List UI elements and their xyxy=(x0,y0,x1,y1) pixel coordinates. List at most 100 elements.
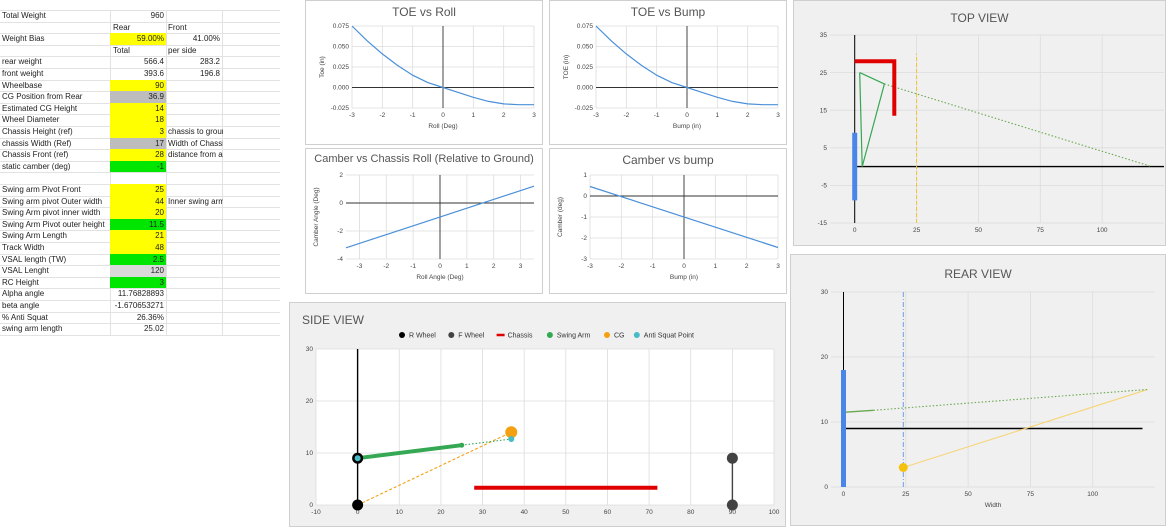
param-value[interactable]: -1 xyxy=(110,160,166,173)
param-label[interactable]: Alpha angle xyxy=(2,289,45,299)
param-value[interactable]: 59.00% xyxy=(110,33,166,45)
param-extra[interactable]: 41.00% xyxy=(192,34,220,44)
param-value[interactable]: 566.4 xyxy=(143,57,164,67)
sheet-row: chassis Width (Ref) 17 Width of Chassis xyxy=(0,137,300,150)
param-value[interactable]: 21 xyxy=(110,230,166,242)
chassis-outline xyxy=(854,59,897,116)
param-extra[interactable] xyxy=(167,323,223,335)
header-front[interactable]: Front xyxy=(168,22,187,32)
y-tick-label: 0 xyxy=(824,484,828,491)
param-label[interactable]: VSAL length (TW) xyxy=(2,254,67,264)
param-value[interactable]: 14 xyxy=(110,102,166,115)
param-extra[interactable] xyxy=(167,103,223,115)
header-rear[interactable]: Rear xyxy=(113,22,131,32)
param-value[interactable]: 2.5 xyxy=(110,253,166,266)
param-label[interactable]: Chassis Height (ref) xyxy=(2,127,73,136)
chart-rear-view[interactable]: REAR VIEW 0 25 50 75 100 0 10 20 30 Width xyxy=(790,254,1166,526)
param-extra[interactable] xyxy=(167,242,223,254)
param-extra[interactable]: 196.8 xyxy=(199,69,220,78)
param-extra[interactable] xyxy=(167,207,223,219)
param-label[interactable]: % Anti Squat xyxy=(2,312,48,322)
param-value[interactable]: 3 xyxy=(110,126,166,138)
param-extra[interactable]: Inner swing arm pivot width xyxy=(168,196,223,206)
param-extra[interactable]: Width of Chassis xyxy=(168,138,223,148)
param-label[interactable]: Estimated CG Height xyxy=(2,103,78,113)
param-label[interactable]: Swing arm pivot Outer width xyxy=(2,196,103,206)
grid-row-line xyxy=(0,44,280,46)
param-value[interactable]: 3 xyxy=(110,276,166,289)
param-value[interactable]: 393.6 xyxy=(143,69,164,78)
param-label[interactable]: chassis Width (Ref) xyxy=(2,138,72,148)
param-label[interactable]: RC Height xyxy=(2,277,39,287)
param-value[interactable]: 25.02 xyxy=(143,324,164,334)
param-value[interactable]: 20 xyxy=(110,207,166,219)
param-extra[interactable]: distance from axle xyxy=(168,150,223,160)
param-label[interactable]: front weight xyxy=(2,69,44,78)
param-value[interactable]: 960 xyxy=(150,11,164,20)
param-label[interactable]: Wheelbase xyxy=(2,80,43,90)
param-label[interactable]: swing arm length xyxy=(2,324,63,334)
chart-toe-vs-roll[interactable]: TOE vs Roll -3 -2 -1 0 1 2 3 -0.025 0.000 0.025 0.… xyxy=(305,0,543,145)
param-value[interactable]: 11.76828893 xyxy=(117,289,164,299)
param-value[interactable]: 26.36% xyxy=(136,312,164,322)
param-value[interactable]: 25 xyxy=(110,184,166,196)
param-value[interactable]: 90 xyxy=(110,79,166,92)
grid-row-line xyxy=(0,21,280,23)
chart-camber-vs-bump[interactable]: Camber vs bump -3 -2 -1 0 1 2 3 -3 -2 -1 0 1 Bump (i… xyxy=(549,148,787,294)
param-label[interactable]: rear weight xyxy=(2,57,42,67)
param-label[interactable]: beta angle xyxy=(2,301,40,310)
param-extra[interactable] xyxy=(167,277,223,289)
x-tick-label: 70 xyxy=(645,509,653,516)
param-extra[interactable]: 283.2 xyxy=(199,57,220,67)
param-label[interactable]: Track Width xyxy=(2,243,45,252)
param-value[interactable]: 28 xyxy=(110,149,166,161)
param-extra[interactable] xyxy=(167,80,223,92)
param-extra[interactable] xyxy=(167,10,223,22)
param-label[interactable]: static camber (deg) xyxy=(2,161,71,171)
param-extra[interactable] xyxy=(167,161,223,173)
param-value[interactable]: 18 xyxy=(110,114,166,126)
param-label[interactable]: VSAL Lenght xyxy=(2,266,49,276)
grid-col-line xyxy=(166,10,167,335)
param-extra[interactable] xyxy=(167,184,223,196)
param-label[interactable]: Swing arm Pivot Front xyxy=(2,185,81,194)
chart-camber-vs-roll[interactable]: Camber vs Chassis Roll (Relative to Grou… xyxy=(305,148,543,294)
param-extra[interactable] xyxy=(167,219,223,231)
chart-toe-vs-bump[interactable]: TOE vs Bump -3 -2 -1 0 1 2 3 -0.025 0.000 0.025 0.… xyxy=(549,0,787,145)
chart-side-view[interactable]: SIDE VIEW -10 0 10 20 30 40 50 60 70 80 90 100 0 10 20… xyxy=(289,302,786,527)
param-label[interactable]: Weight Bias xyxy=(2,34,45,44)
param-label[interactable]: Swing Arm Length xyxy=(2,231,67,241)
param-value[interactable]: -1.670653271 xyxy=(114,301,164,310)
param-label[interactable]: Total Weight xyxy=(2,11,46,20)
chart-camber-roll-svg: -3 -2 -1 0 1 2 3 -4 -2 0 2 Roll Angle (Deg) Camber A… xyxy=(313,172,535,281)
y-tick-label: -0.025 xyxy=(331,105,350,112)
chart-top-view[interactable]: TOP VIEW 0 25 50 75 100 -15 -5 5 15 25 35 xyxy=(793,0,1166,246)
param-extra[interactable] xyxy=(167,254,223,266)
param-label[interactable]: CG Position from Rear xyxy=(2,92,83,102)
param-extra[interactable] xyxy=(167,91,223,103)
param-value[interactable]: 36.9 xyxy=(110,91,166,103)
param-label[interactable]: Wheel Diameter xyxy=(2,115,60,125)
param-extra[interactable] xyxy=(167,288,223,300)
param-label[interactable]: Chassis Front (ref) xyxy=(2,150,69,160)
header-per-side[interactable]: per side xyxy=(168,45,197,55)
param-extra[interactable] xyxy=(167,265,223,277)
param-value[interactable]: 44 xyxy=(110,195,166,208)
param-extra[interactable] xyxy=(167,300,223,312)
param-value[interactable]: 120 xyxy=(110,265,166,277)
param-extra[interactable] xyxy=(167,114,223,126)
param-extra[interactable]: chassis to ground xyxy=(168,127,223,136)
legend-label: F Wheel xyxy=(458,333,485,340)
param-label[interactable]: Swing Arm Pivot outer height xyxy=(2,219,105,229)
grid-row-line xyxy=(0,68,280,69)
grid-row-line xyxy=(0,56,280,58)
param-label[interactable]: Swing Arm pivot inner width xyxy=(2,208,101,218)
param-value[interactable]: 48 xyxy=(110,242,166,254)
param-extra[interactable] xyxy=(167,230,223,242)
header-total[interactable]: Total xyxy=(113,45,130,55)
swing-arm-pivot-point xyxy=(459,442,465,448)
y-tick-label: 30 xyxy=(821,289,829,296)
param-value[interactable]: 17 xyxy=(110,137,166,150)
param-value[interactable]: 11.5 xyxy=(110,218,166,231)
param-extra[interactable] xyxy=(167,312,223,324)
